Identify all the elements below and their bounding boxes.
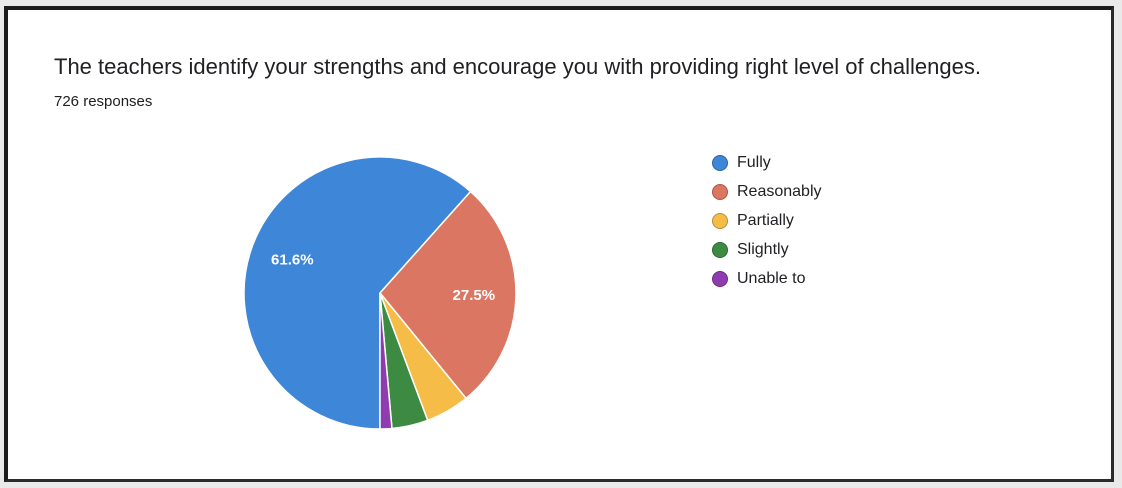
response-count: 726 responses	[54, 93, 153, 110]
pie-label-reasonably: 27.5%	[453, 287, 496, 304]
legend-item-fully[interactable]: Fully	[712, 148, 822, 177]
legend-label-partially: Partially	[737, 211, 794, 229]
legend-label-fully: Fully	[737, 153, 771, 171]
legend-label-slightly: Slightly	[737, 240, 789, 258]
legend-swatch-fully	[712, 154, 728, 171]
pie-label-fully: 61.6%	[271, 252, 314, 269]
legend-item-partially[interactable]: Partially	[712, 206, 822, 235]
legend-swatch-unable-to	[712, 270, 728, 287]
pie-slice-unable-to[interactable]	[379, 292, 393, 430]
legend-label-unable-to: Unable to	[737, 269, 806, 287]
legend-swatch-reasonably	[712, 183, 728, 200]
legend-item-unable-to[interactable]: Unable to	[712, 264, 822, 293]
legend-item-reasonably[interactable]: Reasonably	[712, 177, 822, 206]
legend-label-reasonably: Reasonably	[737, 182, 822, 200]
pie-slice-reasonably[interactable]	[379, 190, 517, 400]
legend-swatch-partially	[712, 212, 728, 229]
legend-item-slightly[interactable]: Slightly	[712, 235, 822, 264]
question-title: The teachers identify your strengths and…	[54, 54, 981, 79]
chart-card: The teachers identify your strengths and…	[4, 6, 1114, 482]
pie-slice-fully[interactable]	[243, 156, 472, 430]
chart-legend: Fully Reasonably Partially Slightly Unab…	[712, 148, 822, 293]
legend-swatch-slightly	[712, 241, 728, 258]
